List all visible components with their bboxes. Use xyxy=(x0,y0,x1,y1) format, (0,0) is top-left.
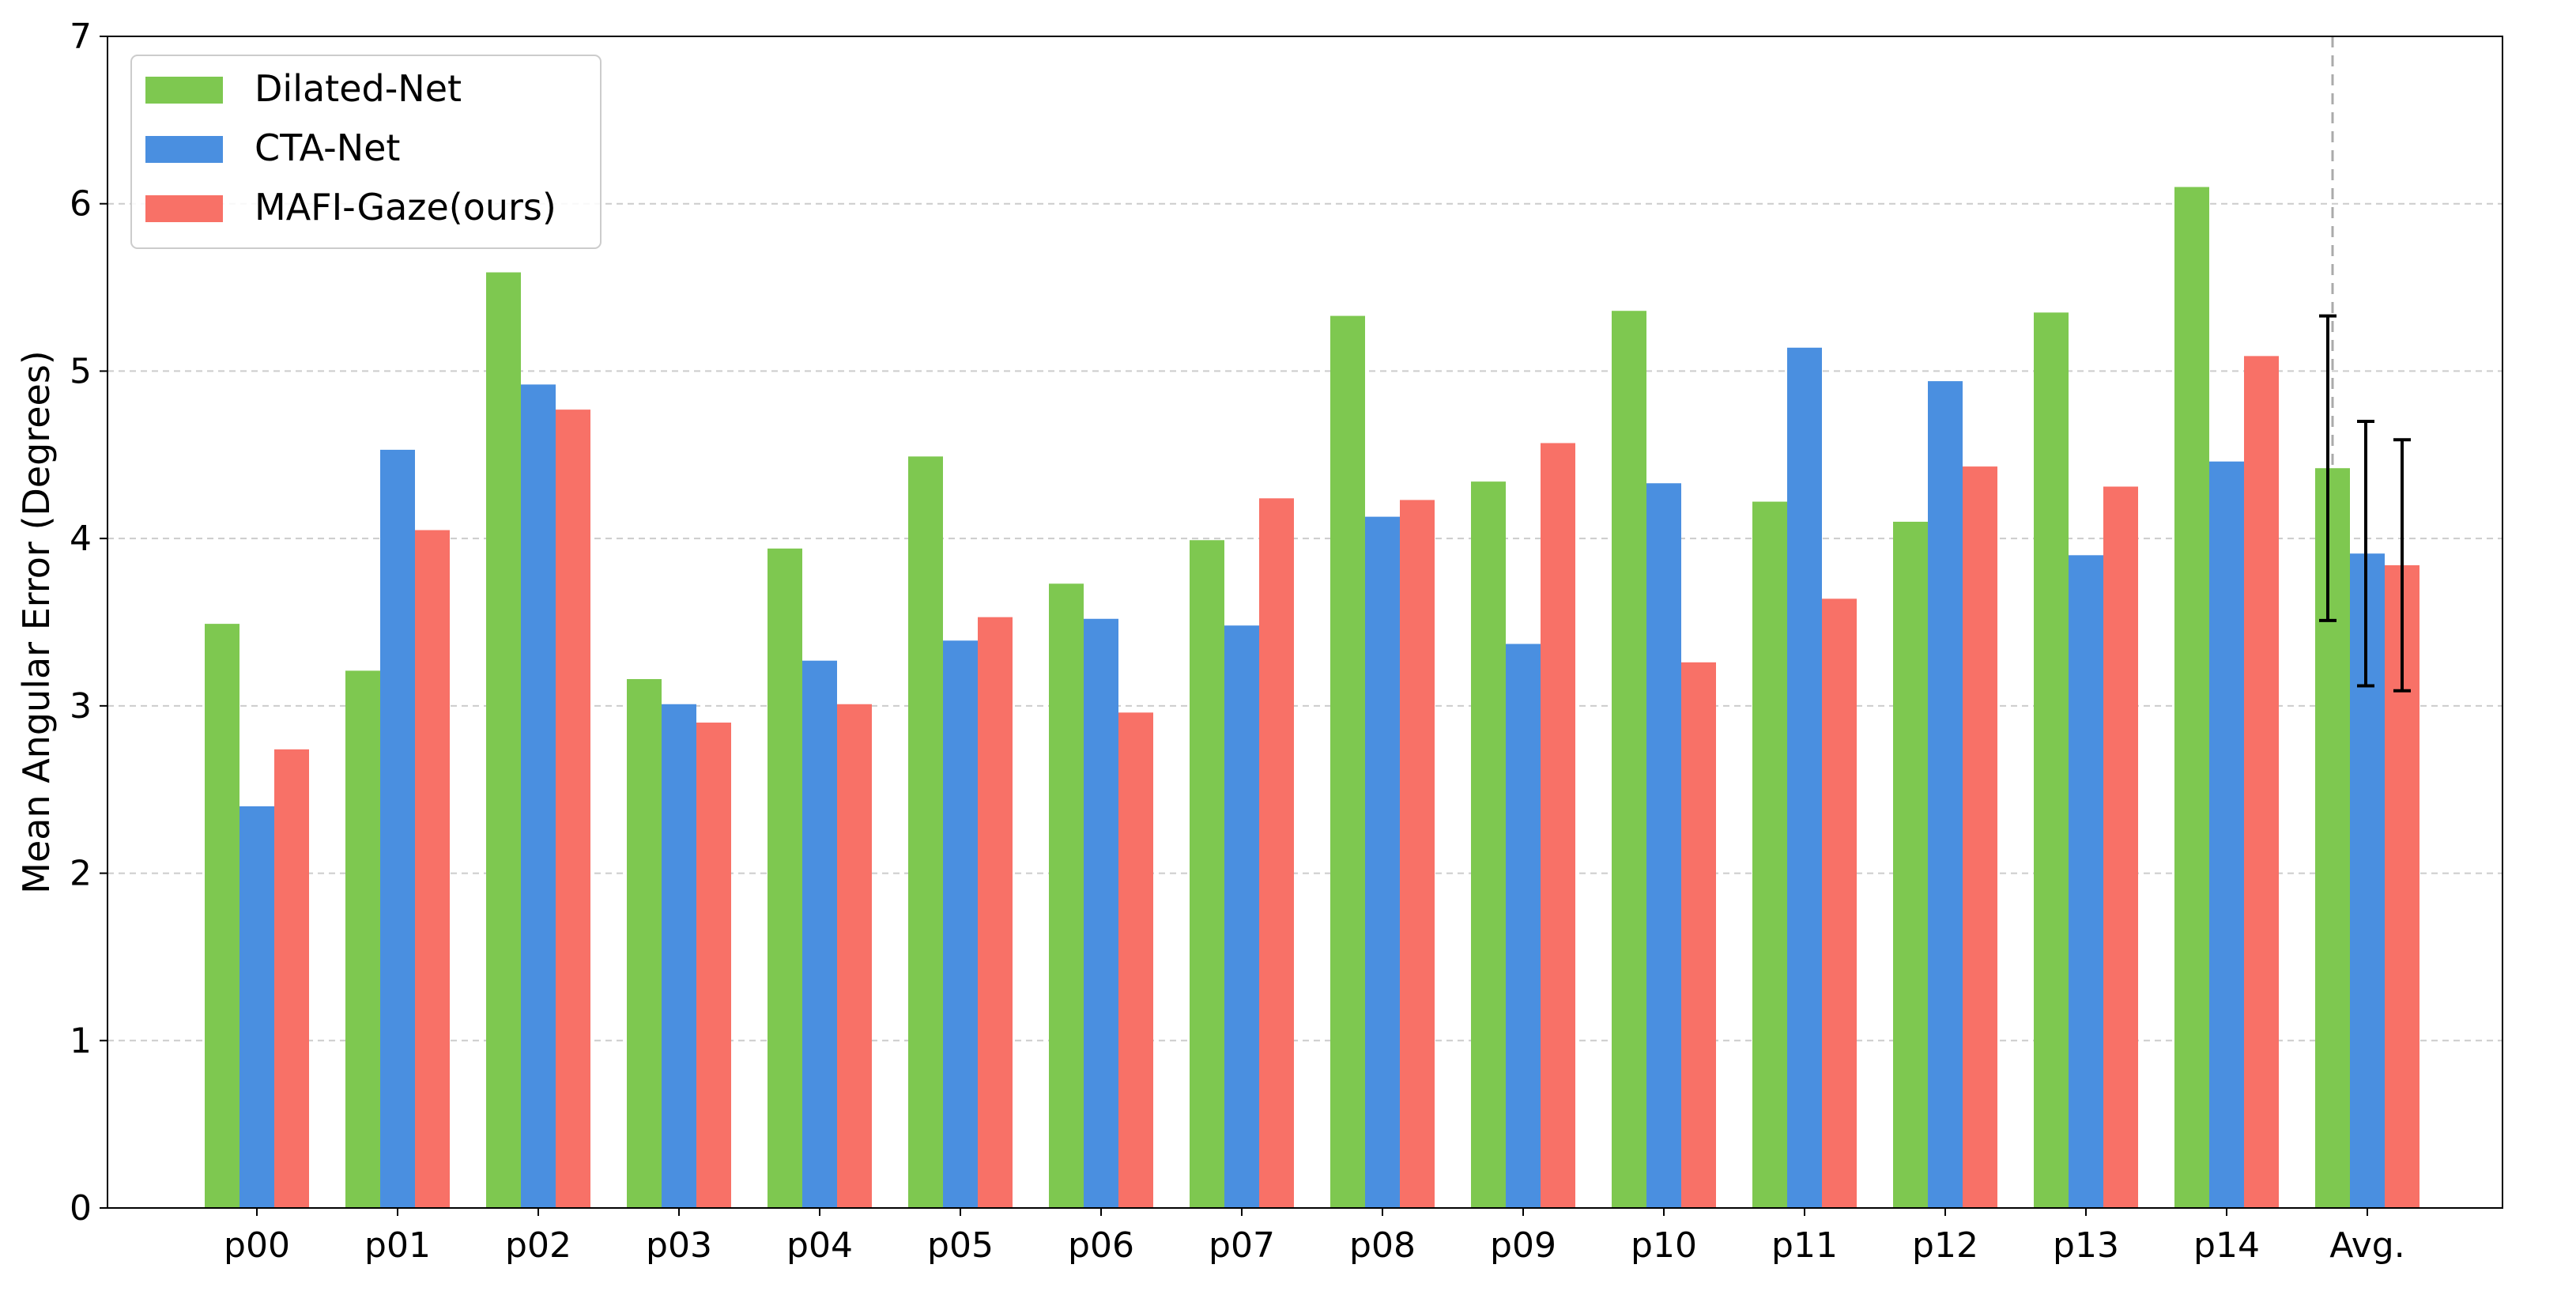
bar-p09-Dilated-Net xyxy=(1471,481,1506,1208)
y-tick-label: 2 xyxy=(70,854,92,894)
bar-p10-Dilated-Net xyxy=(1612,311,1646,1208)
bar-p06-Dilated-Net xyxy=(1049,583,1084,1208)
bar-p10-CTA-Net xyxy=(1646,483,1681,1208)
bar-p12-MAFI-Gaze(ours) xyxy=(1963,466,1997,1208)
bar-p00-MAFI-Gaze(ours) xyxy=(274,749,309,1208)
bar-p13-CTA-Net xyxy=(2069,555,2103,1208)
bar-p12-Dilated-Net xyxy=(1893,521,1928,1208)
x-tick-label: p07 xyxy=(1209,1225,1275,1266)
x-tick-label: p06 xyxy=(1068,1225,1134,1266)
bar-p11-CTA-Net xyxy=(1787,347,1822,1208)
bars xyxy=(205,187,2419,1209)
bar-p06-MAFI-Gaze(ours) xyxy=(1118,712,1153,1208)
bar-p05-MAFI-Gaze(ours) xyxy=(978,617,1013,1208)
bar-p11-Dilated-Net xyxy=(1752,501,1787,1208)
legend-label: MAFI-Gaze(ours) xyxy=(255,186,556,228)
bar-p08-Dilated-Net xyxy=(1330,315,1365,1208)
bar-p12-CTA-Net xyxy=(1928,381,1963,1208)
bar-p14-Dilated-Net xyxy=(2174,187,2209,1209)
y-tick-label: 6 xyxy=(70,184,92,225)
bar-p08-CTA-Net xyxy=(1365,516,1400,1208)
bar-Avg.-Dilated-Net xyxy=(2315,468,2350,1208)
legend-swatch-Dilated-Net xyxy=(145,77,223,104)
bar-p08-MAFI-Gaze(ours) xyxy=(1400,500,1435,1208)
bar-p07-CTA-Net xyxy=(1224,625,1259,1208)
x-axis-ticks: p00 p01 p02 p03 p04 p05 p06 p07 p08 p09 p10 p11 p12 p… xyxy=(224,1208,2405,1266)
x-tick-label: p04 xyxy=(786,1225,853,1266)
bar-p09-CTA-Net xyxy=(1506,644,1541,1208)
bar-p01-MAFI-Gaze(ours) xyxy=(415,530,450,1208)
x-tick-label: p10 xyxy=(1631,1225,1697,1266)
x-tick-label: p14 xyxy=(2193,1225,2260,1266)
plot-frame xyxy=(107,36,2503,1209)
bar-p14-MAFI-Gaze(ours) xyxy=(2244,356,2279,1209)
x-tick-label: p00 xyxy=(224,1225,290,1266)
bar-p09-MAFI-Gaze(ours) xyxy=(1541,443,1575,1208)
bar-p02-CTA-Net xyxy=(521,384,556,1208)
x-tick-label: p13 xyxy=(2053,1225,2119,1266)
bar-p00-Dilated-Net xyxy=(205,624,239,1208)
bar-p05-Dilated-Net xyxy=(908,456,943,1208)
x-tick-label: Avg. xyxy=(2329,1225,2404,1266)
bar-p05-CTA-Net xyxy=(943,640,978,1208)
y-axis-ticks: 0 1 2 3 4 5 6 7 xyxy=(70,17,107,1229)
bar-p14-CTA-Net xyxy=(2209,461,2244,1208)
bar-p00-CTA-Net xyxy=(239,806,274,1208)
bar-p04-Dilated-Net xyxy=(768,548,802,1208)
bar-p11-MAFI-Gaze(ours) xyxy=(1822,598,1857,1208)
x-tick-label: p11 xyxy=(1771,1225,1838,1266)
x-tick-label: p03 xyxy=(646,1225,712,1266)
legend-swatch-CTA-Net xyxy=(145,136,223,163)
bar-p13-MAFI-Gaze(ours) xyxy=(2103,486,2138,1208)
y-tick-label: 1 xyxy=(70,1021,92,1061)
bar-p03-MAFI-Gaze(ours) xyxy=(696,723,731,1208)
y-tick-label: 7 xyxy=(70,17,92,57)
bar-p03-CTA-Net xyxy=(662,704,696,1208)
bar-p10-MAFI-Gaze(ours) xyxy=(1681,662,1716,1208)
x-tick-label: p12 xyxy=(1912,1225,1978,1266)
bar-p01-CTA-Net xyxy=(380,449,415,1208)
y-tick-label: 4 xyxy=(70,519,92,559)
legend: Dilated-Net CTA-Net MAFI-Gaze(ours) xyxy=(130,55,602,249)
bar-p02-MAFI-Gaze(ours) xyxy=(556,410,590,1208)
x-tick-label: p09 xyxy=(1490,1225,1556,1266)
bar-p02-Dilated-Net xyxy=(486,272,521,1209)
x-tick-label: p05 xyxy=(927,1225,994,1266)
x-tick-label: p08 xyxy=(1349,1225,1416,1266)
legend-label: Dilated-Net xyxy=(255,67,462,110)
bar-p07-MAFI-Gaze(ours) xyxy=(1259,498,1294,1208)
bar-p06-CTA-Net xyxy=(1084,618,1118,1208)
bar-p13-Dilated-Net xyxy=(2034,312,2069,1208)
x-tick-label: p01 xyxy=(364,1225,431,1266)
bar-p01-Dilated-Net xyxy=(345,670,380,1208)
bar-p07-Dilated-Net xyxy=(1190,540,1224,1208)
y-tick-label: 5 xyxy=(70,351,92,391)
bar-p03-Dilated-Net xyxy=(627,678,662,1208)
legend-label: CTA-Net xyxy=(255,126,400,169)
y-tick-label: 3 xyxy=(70,686,92,727)
error-bars xyxy=(2319,314,2411,693)
x-tick-label: p02 xyxy=(505,1225,571,1266)
bar-p04-MAFI-Gaze(ours) xyxy=(837,704,872,1208)
legend-box xyxy=(130,55,602,249)
legend-swatch-MAFI-Gaze(ours) xyxy=(145,195,223,222)
y-axis-label: Mean Angular Error (Degrees) xyxy=(15,350,58,893)
bar-p04-CTA-Net xyxy=(802,660,837,1208)
y-tick-label: 0 xyxy=(70,1188,92,1229)
